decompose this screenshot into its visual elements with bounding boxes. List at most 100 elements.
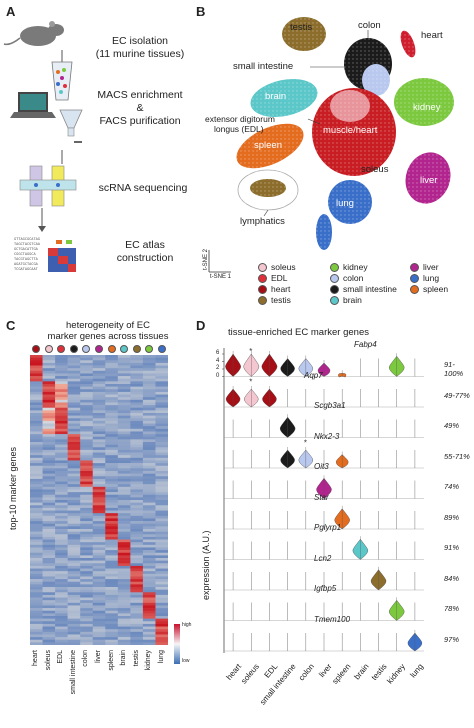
heatmap-cell bbox=[55, 478, 68, 482]
heatmap-cell bbox=[92, 457, 106, 461]
heatmap-cell bbox=[67, 621, 81, 625]
heatmap-cell bbox=[117, 584, 131, 588]
heatmap-cell bbox=[55, 637, 68, 641]
heatmap-cell bbox=[117, 565, 131, 569]
heatmap-cell bbox=[155, 476, 168, 480]
heatmap-cell bbox=[80, 552, 94, 556]
heatmap-cell bbox=[42, 563, 56, 567]
heatmap-cell bbox=[142, 568, 156, 572]
heatmap-cell bbox=[130, 460, 144, 464]
heatmap-cell bbox=[42, 381, 56, 385]
heatmap-cell bbox=[117, 455, 131, 459]
heatmap-cell bbox=[30, 529, 43, 532]
heatmap-cell bbox=[92, 634, 106, 638]
heatmap-cell bbox=[42, 452, 56, 456]
significance-star: * bbox=[249, 348, 252, 356]
heatmap-cell bbox=[67, 463, 81, 467]
heatmap-cell bbox=[155, 484, 168, 488]
heatmap-cell bbox=[42, 455, 56, 459]
heatmap-cell bbox=[42, 565, 56, 569]
heatmap-cell bbox=[117, 402, 131, 406]
heatmap-cell bbox=[55, 420, 68, 424]
heatmap-cell bbox=[155, 531, 168, 535]
heatmap-cell bbox=[30, 642, 43, 645]
heatmap-cell bbox=[130, 420, 144, 424]
heatmap-cell bbox=[142, 360, 156, 364]
heatmap-cell bbox=[67, 592, 81, 596]
heatmap-cell bbox=[130, 486, 144, 490]
heatmap-cell bbox=[80, 410, 94, 414]
heatmap-cell bbox=[130, 558, 144, 561]
heatmap-tissue-dot bbox=[145, 345, 154, 353]
heatmap-cell bbox=[155, 373, 168, 377]
heatmap-cell bbox=[142, 552, 156, 556]
heatmap-cell bbox=[105, 563, 119, 567]
heatmap-cell bbox=[105, 431, 119, 435]
heatmap-cell bbox=[92, 592, 106, 596]
heatmap-cell bbox=[105, 539, 119, 543]
heatmap-cell bbox=[80, 550, 94, 554]
heatmap-cell bbox=[155, 486, 168, 490]
heatmap-cell bbox=[80, 560, 94, 564]
svg-text:TAGCTACGTCAA: TAGCTACGTCAA bbox=[14, 242, 41, 246]
heatmap-cell bbox=[55, 639, 68, 643]
heatmap-cell bbox=[142, 555, 156, 559]
panel-c-letter: C bbox=[6, 318, 16, 333]
heatmap-cell bbox=[130, 518, 144, 522]
heatmap-cell bbox=[117, 376, 131, 380]
heatmap-cell bbox=[92, 368, 106, 372]
heatmap-cell bbox=[92, 565, 106, 569]
legend-swatch bbox=[330, 273, 339, 283]
heatmap-cell bbox=[80, 505, 94, 509]
heatmap-cell bbox=[55, 357, 68, 361]
heatmap-cell bbox=[42, 558, 56, 561]
heatmap-cell bbox=[55, 460, 68, 464]
heatmap-cell bbox=[30, 415, 43, 419]
heatmap-cell bbox=[80, 436, 94, 440]
heatmap-cell bbox=[30, 365, 43, 369]
heatmap-cell bbox=[155, 544, 168, 548]
heatmap-cell bbox=[117, 613, 131, 617]
heatmap-cell bbox=[30, 478, 43, 482]
heatmap-cell bbox=[117, 510, 131, 514]
heatmap-cell bbox=[117, 589, 131, 593]
heatmap-cell bbox=[117, 629, 131, 633]
heatmap-cell bbox=[80, 642, 94, 645]
legend-swatch bbox=[258, 262, 267, 272]
heatmap-cell bbox=[92, 576, 106, 580]
heatmap-cell bbox=[30, 626, 43, 630]
heatmap-cell bbox=[117, 616, 131, 619]
heatmap-cell bbox=[80, 523, 94, 527]
heatmap-cell bbox=[30, 492, 43, 496]
heatmap-cell bbox=[130, 584, 144, 588]
heatmap-cell bbox=[80, 589, 94, 593]
heatmap-cell bbox=[55, 621, 68, 625]
heatmap-cell bbox=[67, 468, 81, 472]
heatmap-cell bbox=[117, 558, 131, 561]
heatmap-cell bbox=[142, 616, 156, 619]
heatmap-cell bbox=[67, 521, 81, 525]
heatmap-cell bbox=[117, 423, 131, 427]
heatmap-cell bbox=[55, 457, 68, 461]
heatmap-cell bbox=[55, 623, 68, 627]
heatmap-cell bbox=[30, 531, 43, 535]
heatmap-cell bbox=[117, 428, 131, 432]
heatmap-cell bbox=[92, 534, 106, 538]
tsne-label-colon: colon bbox=[358, 20, 381, 31]
heatmap-cell bbox=[130, 513, 144, 517]
tsne-label-lymphatics: lymphatics bbox=[240, 216, 285, 227]
heatmap-cell bbox=[130, 402, 144, 406]
heatmap-cell bbox=[80, 460, 94, 464]
heatmap-cell bbox=[105, 410, 119, 414]
heatmap-cell bbox=[30, 631, 43, 635]
heatmap-cell bbox=[105, 492, 119, 496]
heatmap-cell bbox=[55, 626, 68, 630]
heatmap-cell bbox=[155, 360, 168, 364]
heatmap-cell bbox=[117, 631, 131, 635]
heatmap-cell bbox=[55, 413, 68, 416]
heatmap-cell bbox=[117, 481, 131, 485]
svg-text:GCTGACATTGA: GCTGACATTGA bbox=[14, 247, 39, 251]
heatmap-cell bbox=[105, 547, 119, 551]
heatmap-cell bbox=[117, 634, 131, 638]
heatmap-cell bbox=[142, 471, 156, 474]
